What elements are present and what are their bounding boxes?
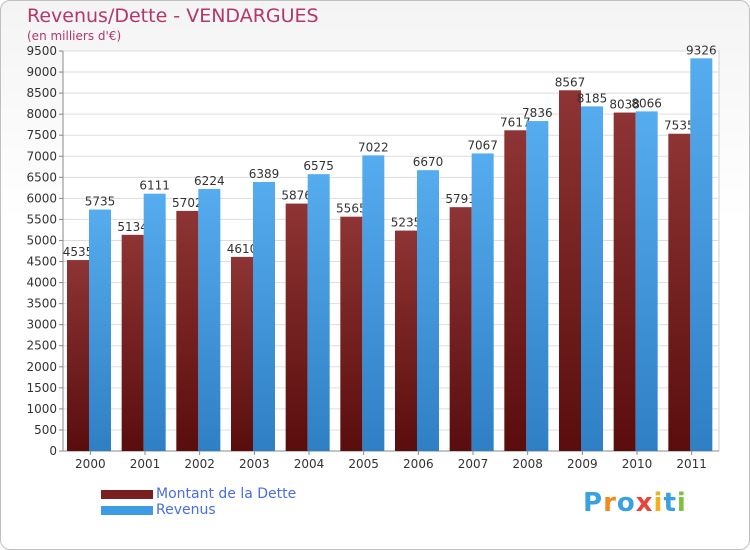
- data-label: 8038: [609, 98, 640, 112]
- x-tick-label: 2010: [622, 457, 653, 471]
- bar-revenus: [635, 111, 658, 452]
- data-label: 8185: [577, 91, 608, 105]
- legend-label-revenus: Revenus: [156, 502, 216, 518]
- x-tick-label: 2001: [130, 457, 161, 471]
- data-label: 4610: [227, 242, 258, 256]
- bar-dette: [449, 207, 472, 451]
- bar-revenus: [253, 181, 275, 451]
- y-tick-label: 0: [49, 444, 57, 458]
- y-tick-label: 8000: [26, 107, 57, 121]
- data-label: 5702: [172, 196, 203, 210]
- data-label: 8567: [555, 75, 586, 89]
- y-tick-label: 3000: [26, 318, 57, 332]
- data-label: 6575: [303, 159, 334, 173]
- bar-revenus: [89, 209, 111, 451]
- bar-dette: [121, 234, 144, 451]
- data-label: 4535: [63, 245, 94, 259]
- x-tick-label: 2003: [239, 457, 270, 471]
- y-tick-label: 2500: [26, 339, 57, 353]
- bar-dette: [340, 216, 363, 451]
- logo-letter: i: [653, 488, 664, 518]
- bar-dette: [176, 210, 199, 451]
- logo-letter: i: [676, 488, 687, 518]
- bar-revenus: [690, 58, 713, 451]
- y-tick-label: 5000: [26, 233, 57, 247]
- plot-area: [62, 50, 720, 452]
- y-tick-label: 3500: [26, 297, 57, 311]
- bar-dette: [67, 260, 89, 451]
- x-tick-label: 2006: [403, 457, 434, 471]
- x-tick-label: 2005: [348, 457, 379, 471]
- logo-letter: o: [616, 488, 636, 518]
- bar-chart: 0 500 1000 1500 2000 2500 3000 3500 4000 4500 5000…: [26, 43, 720, 471]
- legend-swatch-dette: [101, 490, 153, 499]
- x-tick-label: 2007: [458, 457, 489, 471]
- data-label: 6670: [413, 155, 444, 169]
- y-tick-label: 5500: [26, 212, 57, 226]
- bar-revenus: [526, 121, 549, 451]
- bar-dette: [285, 203, 308, 451]
- x-tick-label: 2008: [512, 457, 543, 471]
- chart-subtitle: (en milliers d'€): [27, 29, 122, 43]
- bar-dette: [559, 90, 581, 451]
- y-tick-label: 7000: [26, 149, 57, 163]
- data-label: 9326: [686, 43, 717, 57]
- bar-revenus: [417, 170, 439, 451]
- data-label: 5235: [391, 216, 422, 230]
- data-label: 7617: [500, 115, 531, 129]
- logo-letter: t: [663, 488, 677, 518]
- bar-dette: [395, 230, 417, 451]
- proxiti-logo: Proxiti: [583, 488, 687, 518]
- y-tick-label: 6000: [26, 191, 57, 205]
- bar-dette: [668, 133, 691, 451]
- bar-dette: [613, 112, 636, 451]
- bar-revenus: [581, 106, 603, 452]
- y-tick-label: 8500: [26, 86, 57, 100]
- y-tick-label: 7500: [26, 128, 57, 142]
- x-tick-label: 2002: [184, 457, 215, 471]
- bar-revenus: [198, 188, 221, 452]
- data-label: 7535: [664, 119, 695, 133]
- x-tick-label: 2000: [75, 457, 106, 471]
- data-label: 6389: [249, 167, 280, 181]
- y-tick-label: 2000: [26, 360, 57, 374]
- y-tick-label: 6500: [26, 170, 57, 184]
- bar-revenus: [307, 174, 330, 451]
- data-label: 6111: [139, 179, 170, 193]
- bar-revenus: [362, 155, 385, 451]
- bar-revenus: [471, 153, 494, 451]
- x-tick-label: 2004: [294, 457, 325, 471]
- y-tick-label: 1500: [26, 381, 57, 395]
- logo-letter: r: [603, 488, 617, 518]
- data-label: 6224: [194, 174, 225, 188]
- data-label: 7067: [467, 138, 498, 152]
- y-tick-label: 4500: [26, 255, 57, 269]
- y-tick-label: 1000: [26, 402, 57, 416]
- logo-letter: P: [583, 488, 604, 518]
- data-label: 5876: [281, 189, 312, 203]
- bar-dette: [504, 130, 527, 451]
- data-label: 5134: [117, 220, 148, 234]
- data-label: 5735: [85, 195, 116, 209]
- bar-dette: [231, 256, 253, 451]
- logo-letter: x: [635, 488, 654, 518]
- data-label: 7836: [522, 106, 553, 120]
- bar-revenus: [143, 193, 166, 451]
- data-label: 8066: [631, 96, 662, 110]
- x-tick-label: 2009: [567, 457, 598, 471]
- y-tick-label: 9500: [26, 44, 57, 58]
- chart-title: Revenus/Dette - VENDARGUES: [27, 5, 319, 27]
- y-tick-label: 4000: [26, 276, 57, 290]
- data-label: 5791: [445, 192, 476, 206]
- data-label: 7022: [358, 140, 389, 154]
- legend-label-dette: Montant de la Dette: [156, 486, 297, 502]
- y-tick-label: 9000: [26, 65, 57, 79]
- y-tick-label: 500: [34, 423, 57, 437]
- x-tick-label: 2011: [676, 457, 707, 471]
- data-label: 5565: [336, 202, 367, 216]
- legend-swatch-revenus: [101, 506, 153, 515]
